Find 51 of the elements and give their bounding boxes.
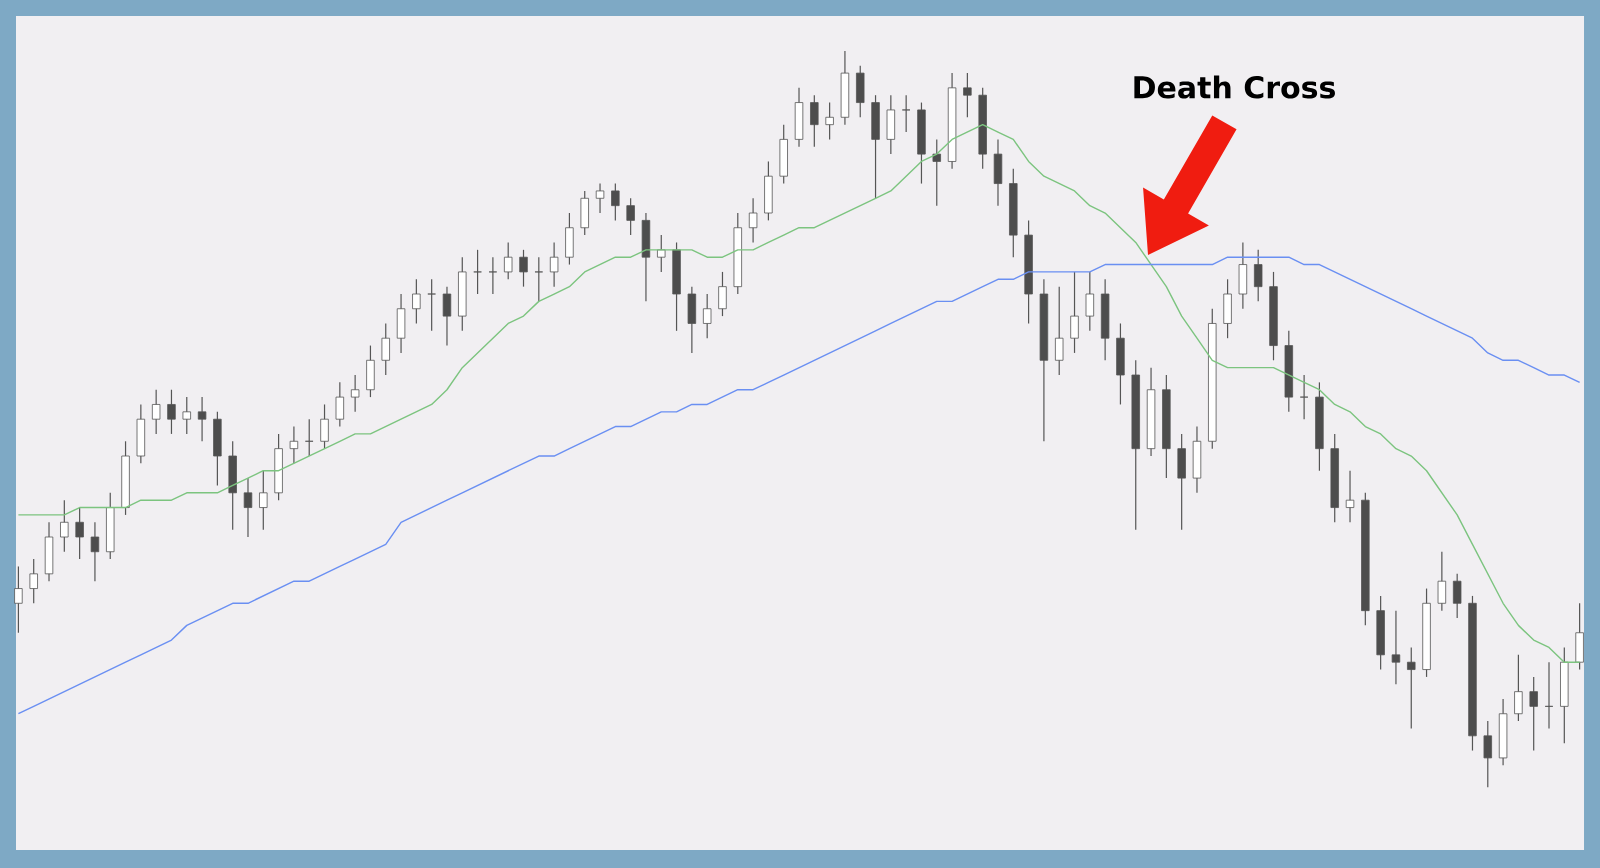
candlestick: [320, 403, 329, 450]
candlestick: [810, 94, 819, 148]
candlestick: [626, 197, 635, 236]
candlestick: [259, 470, 268, 531]
candlestick: [1070, 271, 1079, 354]
candlestick: [182, 396, 191, 435]
candlestick: [151, 389, 161, 435]
candlestick: [335, 381, 345, 428]
candlestick: [748, 197, 758, 244]
candlestick: [350, 374, 360, 413]
candlestick: [473, 249, 482, 295]
candlestick: [519, 249, 528, 288]
candlestick: [14, 565, 23, 634]
candlestick: [75, 506, 84, 560]
candlestick: [1483, 720, 1493, 788]
candlestick: [90, 521, 100, 582]
candlestick: [611, 182, 620, 221]
candlestick: [1299, 374, 1309, 420]
candlestick: [381, 322, 390, 376]
candlestick: [1407, 646, 1416, 730]
candlestick: [534, 256, 544, 302]
candlestick: [427, 278, 436, 332]
candlestick: [167, 389, 176, 435]
candlestick: [442, 286, 452, 347]
candlestick: [932, 138, 941, 207]
candlestick: [60, 499, 69, 553]
candlestick: [595, 182, 605, 214]
candlestick: [1085, 271, 1095, 332]
candlestick: [1529, 676, 1538, 752]
candlestick: [1253, 249, 1263, 302]
candlestick: [657, 234, 666, 273]
candlestick: [718, 271, 727, 317]
candlestick: [963, 72, 972, 118]
candlestick: [1345, 470, 1355, 523]
candlestick: [503, 241, 513, 280]
candlestick: [1054, 286, 1064, 376]
candlestick: [901, 94, 911, 133]
annotation: Death Cross: [1134, 75, 1335, 99]
candlestick: [243, 477, 253, 538]
candlestick: [1437, 551, 1447, 612]
candlestick: [1514, 654, 1523, 722]
candlestick: [29, 558, 38, 604]
candlestick: [1452, 573, 1462, 619]
candlestick: [412, 278, 421, 325]
candlestick: [702, 293, 712, 339]
candlestick: [825, 101, 834, 140]
candlestick: [549, 241, 559, 288]
candlestick: [1391, 610, 1401, 685]
candlestick: [488, 256, 498, 295]
candlestick: [197, 396, 207, 442]
candlestick: [289, 425, 299, 464]
